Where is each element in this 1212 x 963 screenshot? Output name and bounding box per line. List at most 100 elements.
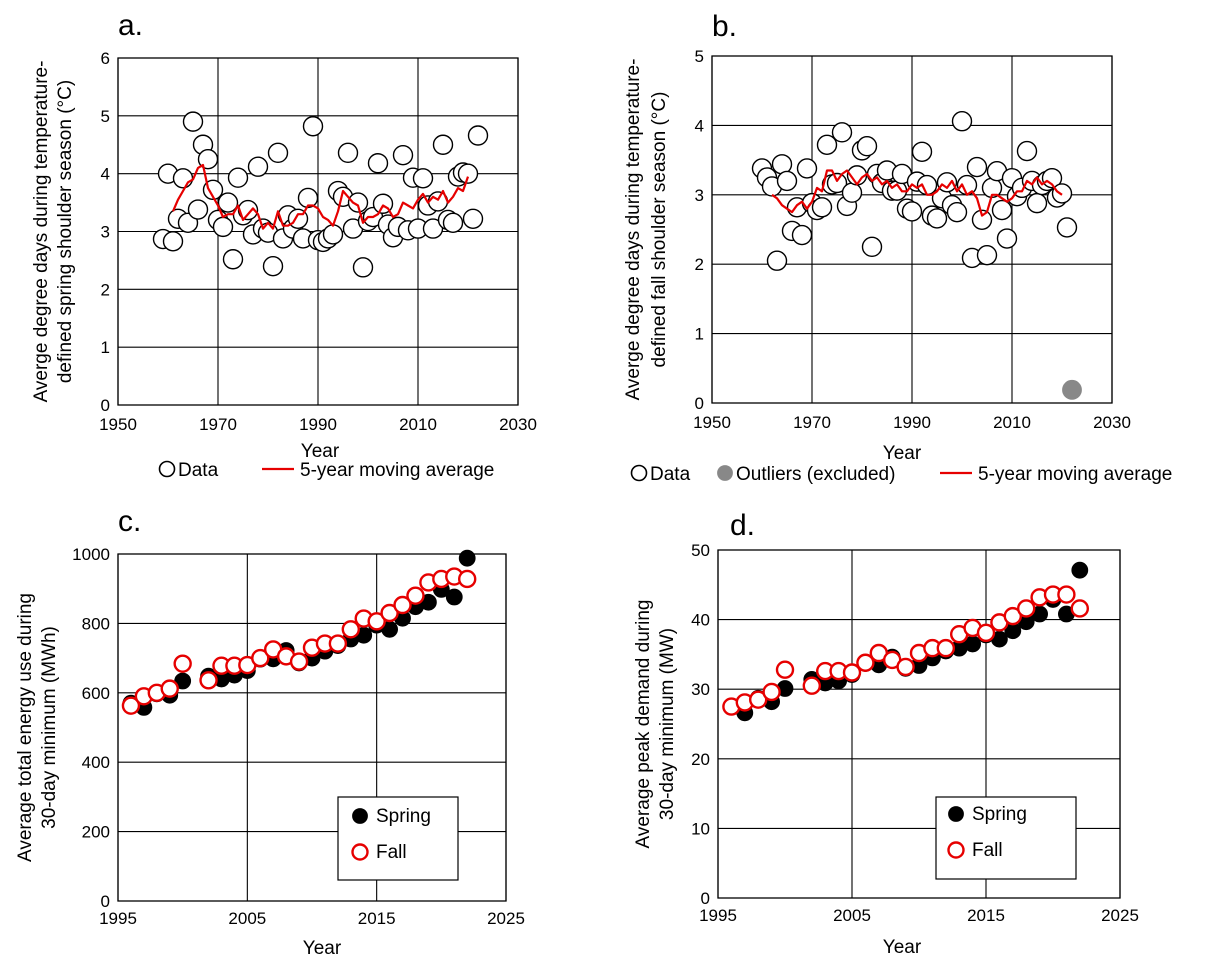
legend-marker xyxy=(158,460,176,478)
data-point-data xyxy=(1026,192,1048,214)
y-tick-label: 0 xyxy=(101,396,110,415)
data-point-data xyxy=(222,249,244,270)
data-point-data xyxy=(791,224,813,246)
data-point-data xyxy=(347,192,369,213)
x-tick-label: 2010 xyxy=(993,413,1031,432)
x-tick-label: 1950 xyxy=(693,413,731,432)
data-point-data xyxy=(262,256,284,277)
x-axis-label: Year xyxy=(301,441,340,462)
y-axis-label: Average peak demand during xyxy=(633,600,654,849)
y-tick-label: 400 xyxy=(82,753,110,772)
chart-panel-c: c. 1995 2005 2015 2025 0 200 400 600 800 1000 Year A… xyxy=(15,505,525,959)
panel-label: c. xyxy=(118,505,141,538)
data-point-fall xyxy=(896,657,915,677)
data-point-spring xyxy=(1071,561,1089,579)
data-point-data xyxy=(976,244,998,266)
x-tick-label: 1970 xyxy=(199,415,237,434)
x-tick-label: 2015 xyxy=(358,909,396,928)
y-tick-label: 3 xyxy=(695,186,704,205)
y-axis-label: defined spring shoulder season (°C) xyxy=(55,80,76,383)
y-tick-label: 3 xyxy=(101,223,110,242)
x-tick-label: 2030 xyxy=(499,415,537,434)
y-axis-label: Averge degree days during temperature- xyxy=(623,59,644,401)
data-point-data xyxy=(432,134,454,155)
data-point-spring xyxy=(458,549,476,567)
panel-label: d. xyxy=(730,509,755,542)
panel-label: a. xyxy=(118,9,143,42)
x-tick-label: 2025 xyxy=(1101,906,1139,925)
data-point-data xyxy=(946,201,968,223)
data-point-fall xyxy=(367,612,386,631)
data-point-data xyxy=(971,209,993,230)
y-tick-label: 5 xyxy=(101,107,110,126)
data-point-data xyxy=(322,224,344,245)
x-tick-label: 1970 xyxy=(793,413,831,432)
legend-label: Fall xyxy=(376,842,407,863)
data-point-fall xyxy=(458,569,477,589)
data-point-data xyxy=(367,153,389,174)
data-point-data xyxy=(212,216,234,238)
data-point-data xyxy=(227,167,249,188)
data-point-fall xyxy=(1057,585,1076,604)
data-point-fall xyxy=(341,620,360,639)
legend-label: Data xyxy=(650,464,691,485)
data-point-data xyxy=(392,144,414,166)
legend-marker xyxy=(948,806,964,822)
y-tick-label: 4 xyxy=(695,116,704,135)
legend-marker xyxy=(947,841,965,859)
data-point-data xyxy=(302,116,324,137)
x-tick-label: 1995 xyxy=(699,906,737,925)
data-point-fall xyxy=(842,663,862,682)
x-tick-label: 2010 xyxy=(399,415,437,434)
data-point-data xyxy=(187,199,209,220)
data-point-data xyxy=(1041,167,1063,189)
moving-average-line xyxy=(171,163,470,230)
data-point-data xyxy=(776,170,798,192)
y-tick-label: 800 xyxy=(82,614,110,633)
y-tick-label: 1 xyxy=(695,325,704,344)
data-point-data xyxy=(901,201,923,222)
y-axis-label: 30-day minimum (MW) xyxy=(657,628,678,820)
y-tick-label: 30 xyxy=(691,680,710,699)
data-point-data xyxy=(337,142,359,164)
x-tick-label: 1995 xyxy=(99,909,137,928)
data-point-data xyxy=(796,158,818,179)
data-point-data xyxy=(991,199,1013,221)
y-tick-label: 600 xyxy=(82,684,110,703)
data-point-fall xyxy=(393,595,412,615)
chart-panel-a: a. 1950 1970 1990 2010 2030 0 1 2 3 4 5 6 Year Averge … xyxy=(31,9,537,481)
data-point-data xyxy=(936,172,958,193)
data-point-data xyxy=(442,212,464,234)
y-tick-label: 0 xyxy=(101,892,110,911)
chart-panel-b: b. 1950 1970 1990 2010 2030 0 1 2 3 4 5 Year Averge d… xyxy=(623,10,1172,485)
data-point-spring xyxy=(445,588,463,606)
plot-frame xyxy=(711,55,1113,404)
x-tick-label: 2005 xyxy=(833,906,871,925)
data-point-fall xyxy=(936,638,955,658)
y-tick-label: 0 xyxy=(695,394,704,413)
data-point-data xyxy=(467,125,489,146)
plot-frame xyxy=(717,549,1121,899)
data-point-data xyxy=(826,172,848,194)
data-point-data xyxy=(766,250,788,271)
data-point-data xyxy=(267,142,289,164)
data-point-fall xyxy=(856,653,875,672)
data-point-data xyxy=(457,163,479,184)
data-point-data xyxy=(462,208,484,229)
data-point-data xyxy=(1016,140,1038,162)
data-point-fall xyxy=(173,654,192,673)
x-axis-label: Year xyxy=(883,937,922,958)
legend-marker xyxy=(717,465,733,481)
legend-label: Outliers (excluded) xyxy=(736,464,895,485)
y-tick-label: 50 xyxy=(691,541,710,560)
y-tick-label: 4 xyxy=(101,165,110,184)
data-point-data xyxy=(861,236,883,258)
data-point-data xyxy=(247,156,269,177)
data-point-fall xyxy=(775,660,795,679)
y-axis-label: 30-day minimum (MWh) xyxy=(39,626,60,829)
data-point-data xyxy=(856,136,878,157)
data-point-fall xyxy=(1017,599,1036,618)
data-point-fall xyxy=(748,690,768,709)
y-tick-label: 2 xyxy=(695,255,704,274)
panel-label: b. xyxy=(712,10,737,43)
